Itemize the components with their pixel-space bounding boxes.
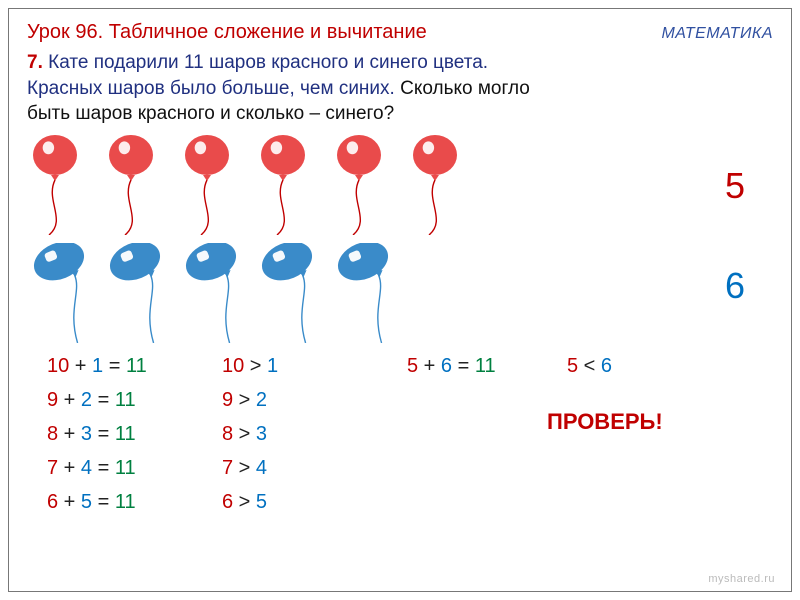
balloon	[413, 135, 469, 240]
balloon	[337, 135, 393, 240]
balloons-area: 5 6	[27, 135, 773, 345]
check-label: ПРОВЕРЬ!	[547, 409, 663, 435]
balloon-icon	[109, 243, 173, 343]
problem-line-3: быть шаров красного и сколько – синего?	[27, 103, 394, 124]
equations-col-b: 10 > 19 > 28 > 37 > 46 > 5	[222, 349, 278, 519]
problem-line-1: Кате подарили 11 шаров красного и синего…	[48, 52, 488, 73]
balloon-icon	[261, 243, 325, 343]
equation-line: 7 > 4	[222, 451, 278, 485]
equations-col-a: 10 + 1 = 119 + 2 = 118 + 3 = 117 + 4 = 1…	[47, 349, 147, 519]
equations-area: 10 + 1 = 119 + 2 = 118 + 3 = 117 + 4 = 1…	[27, 349, 773, 529]
equation-line: 8 + 3 = 11	[47, 417, 147, 451]
balloon-icon	[33, 135, 89, 235]
balloon	[109, 135, 165, 240]
equation-line: 10 > 1	[222, 349, 278, 383]
balloon-icon	[185, 135, 241, 235]
balloon	[261, 135, 317, 240]
equations-col-d: 5 < 6	[567, 349, 612, 383]
balloon-icon	[33, 243, 97, 343]
problem-line-2b: Сколько могло	[395, 78, 530, 99]
slide: Урок 96. Табличное сложение и вычитание …	[8, 8, 792, 592]
equation-line: 8 > 3	[222, 417, 278, 451]
lesson-title: Урок 96. Табличное сложение и вычитание	[27, 21, 427, 44]
balloon-icon	[413, 135, 469, 235]
balloon-row-blue	[33, 243, 413, 348]
equations-col-c: 5 + 6 = 11	[407, 349, 496, 383]
problem-number: 7.	[27, 52, 43, 73]
balloon	[337, 243, 401, 348]
count-blue: 6	[725, 265, 745, 307]
equation-line: 5 + 6 = 11	[407, 349, 496, 383]
problem-text: 7. Кате подарили 11 шаров красного и син…	[27, 50, 773, 127]
count-red: 5	[725, 165, 745, 207]
balloon-icon	[261, 135, 317, 235]
equation-line: 6 + 5 = 11	[47, 485, 147, 519]
equation-line: 7 + 4 = 11	[47, 451, 147, 485]
balloon-row-red	[33, 135, 489, 240]
equation-line: 9 > 2	[222, 383, 278, 417]
equation-line: 6 > 5	[222, 485, 278, 519]
balloon	[33, 135, 89, 240]
equation-line: 5 < 6	[567, 349, 612, 383]
header: Урок 96. Табличное сложение и вычитание …	[27, 21, 773, 44]
subject-label: МАТЕМАТИКА	[661, 25, 773, 43]
problem-line-2a: Красных шаров было больше, чем синих.	[27, 78, 395, 99]
balloon-icon	[185, 243, 249, 343]
watermark: myshared.ru	[708, 573, 775, 585]
balloon	[109, 243, 173, 348]
equation-line: 10 + 1 = 11	[47, 349, 147, 383]
balloon-icon	[337, 243, 401, 343]
equation-line: 9 + 2 = 11	[47, 383, 147, 417]
balloon-icon	[109, 135, 165, 235]
balloon	[185, 135, 241, 240]
balloon	[33, 243, 97, 348]
balloon	[185, 243, 249, 348]
balloon	[261, 243, 325, 348]
balloon-icon	[337, 135, 393, 235]
